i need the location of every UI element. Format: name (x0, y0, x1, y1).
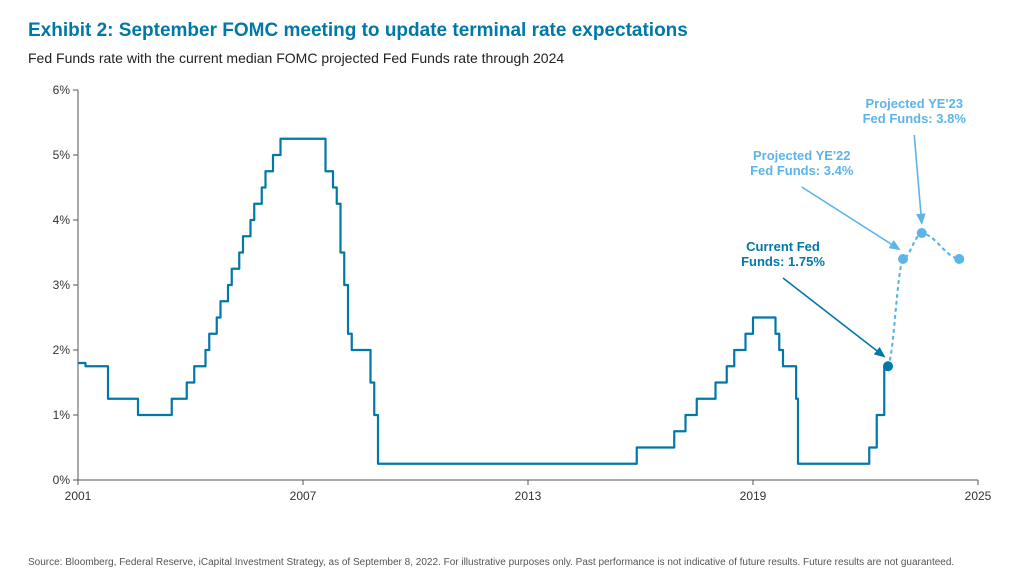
annotation-label: Projected YE'22 (753, 148, 851, 163)
annotation-label: Current Fed (746, 239, 820, 254)
x-tick-label: 2007 (290, 489, 317, 503)
projection-dot (954, 254, 964, 264)
y-tick-label: 6% (53, 83, 71, 97)
chart-title: Exhibit 2: September FOMC meeting to upd… (28, 20, 996, 42)
y-tick-label: 4% (53, 213, 71, 227)
chart-subtitle: Fed Funds rate with the current median F… (28, 50, 996, 66)
annotation-arrow (914, 135, 922, 223)
x-tick-label: 2019 (740, 489, 767, 503)
fed-funds-line (78, 139, 888, 464)
source-note: Source: Bloomberg, Federal Reserve, iCap… (28, 557, 996, 568)
y-tick-label: 0% (53, 473, 71, 487)
current-dot (883, 361, 893, 371)
x-tick-label: 2013 (515, 489, 542, 503)
y-tick-label: 1% (53, 408, 71, 422)
annotation-label: Projected YE'23 (865, 96, 963, 111)
annotation-label: Funds: 1.75% (741, 254, 825, 269)
projection-line (888, 233, 959, 366)
annotation-arrow (783, 278, 884, 357)
x-tick-label: 2001 (65, 489, 92, 503)
x-tick-label: 2025 (965, 489, 992, 503)
projection-dot (917, 228, 927, 238)
projection-dot (898, 254, 908, 264)
annotation-label: Fed Funds: 3.4% (750, 163, 854, 178)
y-tick-label: 5% (53, 148, 71, 162)
chart-area: 0% 1% 2% 3% 4% 5% 6% 2001 2007 2013 2019 2025 Curren… (28, 70, 996, 520)
y-tick-label: 3% (53, 278, 71, 292)
annotation-label: Fed Funds: 3.8% (863, 111, 967, 126)
y-tick-label: 2% (53, 343, 71, 357)
chart-svg: 0% 1% 2% 3% 4% 5% 6% 2001 2007 2013 2019 2025 Curren… (28, 70, 996, 520)
